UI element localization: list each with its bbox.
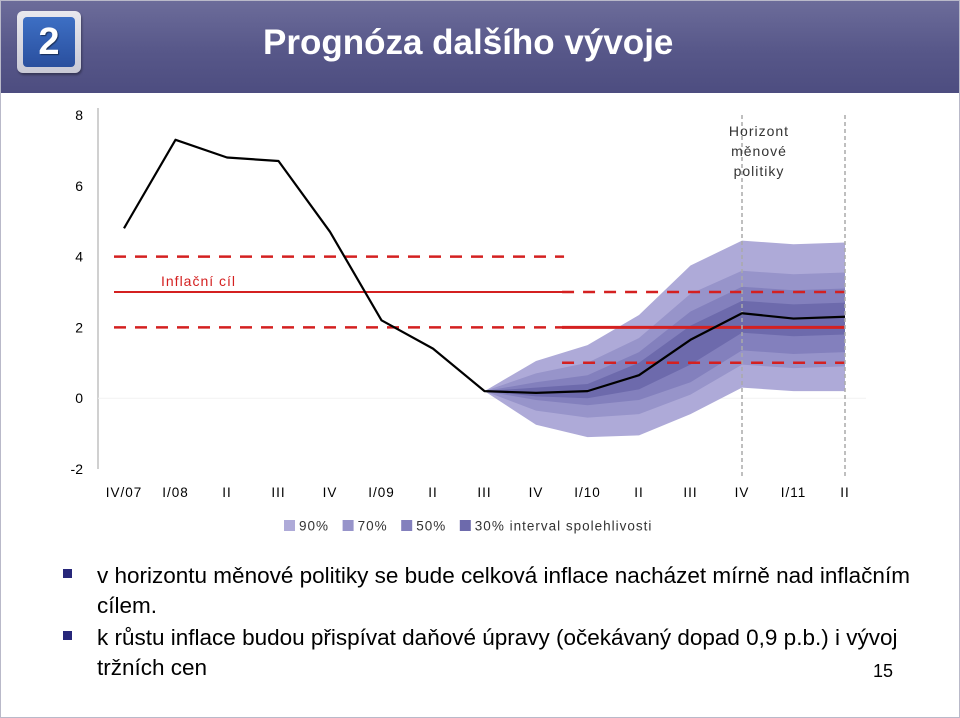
y-tick-label: 6 [75,178,83,194]
x-tick-label: II [840,485,850,500]
x-tick-label: II [428,485,438,500]
bullet-square-icon [63,569,72,578]
horizon-label-line: Horizont [729,123,789,139]
bullet-text: v horizontu měnové politiky se bude celk… [97,563,910,618]
x-tick-label: IV [735,485,750,500]
legend-swatch [459,520,471,531]
horizon-label-line: měnové [731,143,787,159]
x-tick-label: I/08 [162,485,189,500]
x-tick-label: I/10 [574,485,601,500]
legend-swatch [342,520,354,531]
x-tick-label: I/11 [781,485,807,500]
target-label: Inflační cíl [161,273,236,289]
slide-header: 2 Prognóza dalšího vývoje [1,1,959,93]
horizon-label-line: politiky [734,163,785,179]
x-tick-label: I/09 [368,485,395,500]
page-number: 15 [873,661,894,681]
inflation-line [123,138,846,394]
legend-label: 50% [416,519,446,534]
legend-label: 90% [299,519,329,534]
legend-label: 70% [358,519,388,534]
y-tick-label: 2 [75,319,83,335]
y-tick-label: 0 [75,390,83,406]
x-tick-label: II [222,485,232,500]
x-tick-label: III [271,485,285,500]
x-tick-label: III [683,485,697,500]
x-tick-label: III [477,485,491,500]
legend-swatch [284,520,295,531]
slide-number: 2 [23,17,75,67]
x-tick-label: IV [323,485,338,500]
legend-label: 30% interval spolehlivosti [475,519,653,534]
y-tick-label: 8 [75,107,83,123]
slide-number-badge: 2 [17,11,81,73]
x-tick-label: IV [529,485,544,500]
legend-swatch [401,520,413,531]
x-tick-label: IV/07 [106,485,143,500]
page-title: Prognóza dalšího vývoje [263,23,674,62]
bullet-text: k růstu inflace budou přispívat daňové ú… [97,625,898,680]
y-tick-label: -2 [71,461,84,477]
x-tick-label: II [634,485,644,500]
bullet-item: v horizontu měnové politiky se bude celk… [61,561,921,621]
fan-band-30pct [484,300,845,399]
bullet-list: v horizontu měnové politiky se bude celk… [61,561,921,685]
bullet-item: k růstu inflace budou přispívat daňové ú… [61,623,921,683]
y-tick-label: 4 [75,249,83,265]
bullet-square-icon [63,631,72,640]
